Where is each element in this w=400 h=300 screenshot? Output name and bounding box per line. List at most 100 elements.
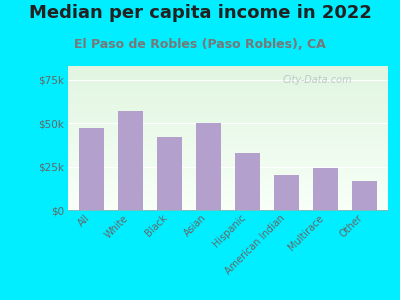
Bar: [68, 77, 388, 79]
Bar: [68, 127, 388, 128]
Bar: [68, 125, 388, 127]
Bar: [68, 95, 388, 96]
Bar: [68, 178, 388, 180]
Bar: [68, 147, 388, 148]
Bar: [68, 197, 388, 199]
Bar: [68, 118, 388, 119]
Bar: [313, 168, 338, 210]
Bar: [68, 158, 388, 160]
Bar: [68, 86, 388, 88]
Bar: [68, 124, 388, 125]
Bar: [68, 184, 388, 185]
Bar: [68, 111, 388, 112]
Bar: [68, 174, 388, 176]
Bar: [68, 88, 388, 89]
Bar: [68, 148, 388, 149]
Bar: [118, 111, 143, 210]
Bar: [68, 93, 388, 95]
Bar: [68, 183, 388, 184]
Bar: [68, 207, 388, 208]
Bar: [68, 91, 388, 92]
Bar: [68, 85, 388, 86]
Bar: [68, 201, 388, 203]
Bar: [68, 73, 388, 75]
Bar: [79, 128, 104, 210]
Bar: [68, 204, 388, 206]
Bar: [68, 121, 388, 122]
Bar: [68, 96, 388, 98]
Bar: [68, 157, 388, 158]
Bar: [68, 141, 388, 142]
Bar: [68, 135, 388, 136]
Bar: [68, 140, 388, 141]
Bar: [68, 170, 388, 171]
Bar: [68, 70, 388, 72]
Bar: [68, 119, 388, 121]
Bar: [68, 149, 388, 151]
Bar: [68, 75, 388, 76]
Bar: [68, 113, 388, 115]
Text: El Paso de Robles (Paso Robles), CA: El Paso de Robles (Paso Robles), CA: [74, 38, 326, 50]
Bar: [274, 175, 299, 210]
Text: City-Data.com: City-Data.com: [283, 75, 352, 85]
Bar: [68, 171, 388, 172]
Bar: [68, 79, 388, 80]
Bar: [68, 109, 388, 111]
Bar: [68, 92, 388, 93]
Bar: [68, 76, 388, 77]
Bar: [68, 168, 388, 170]
Bar: [68, 116, 388, 118]
Bar: [68, 72, 388, 73]
Bar: [68, 83, 388, 85]
Bar: [68, 200, 388, 201]
Bar: [196, 123, 221, 210]
Bar: [68, 82, 388, 83]
Bar: [68, 122, 388, 124]
Bar: [68, 106, 388, 108]
Bar: [68, 89, 388, 91]
Bar: [68, 161, 388, 163]
Bar: [68, 99, 388, 100]
Bar: [68, 188, 388, 190]
Bar: [68, 152, 388, 154]
Bar: [68, 144, 388, 145]
Bar: [68, 98, 388, 99]
Bar: [68, 102, 388, 104]
Bar: [68, 105, 388, 106]
Bar: [68, 69, 388, 70]
Bar: [68, 167, 388, 168]
Bar: [68, 181, 388, 183]
Bar: [68, 112, 388, 113]
Bar: [68, 68, 388, 69]
Bar: [68, 193, 388, 194]
Bar: [68, 185, 388, 187]
Bar: [68, 155, 388, 157]
Bar: [68, 136, 388, 138]
Bar: [68, 176, 388, 177]
Bar: [68, 194, 388, 196]
Bar: [68, 154, 388, 155]
Bar: [68, 115, 388, 116]
Bar: [68, 165, 388, 167]
Bar: [68, 142, 388, 144]
Bar: [68, 196, 388, 197]
Bar: [68, 151, 388, 152]
Bar: [68, 206, 388, 207]
Bar: [68, 103, 388, 105]
Bar: [68, 191, 388, 193]
Bar: [68, 177, 388, 178]
Bar: [68, 164, 388, 165]
Bar: [68, 172, 388, 174]
Bar: [68, 187, 388, 188]
Bar: [235, 153, 260, 210]
Bar: [68, 108, 388, 109]
Bar: [68, 129, 388, 131]
Bar: [68, 203, 388, 204]
Bar: [68, 138, 388, 140]
Bar: [68, 180, 388, 181]
Text: Median per capita income in 2022: Median per capita income in 2022: [28, 4, 372, 22]
Bar: [68, 163, 388, 164]
Bar: [157, 137, 182, 210]
Bar: [68, 132, 388, 134]
Bar: [68, 80, 388, 82]
